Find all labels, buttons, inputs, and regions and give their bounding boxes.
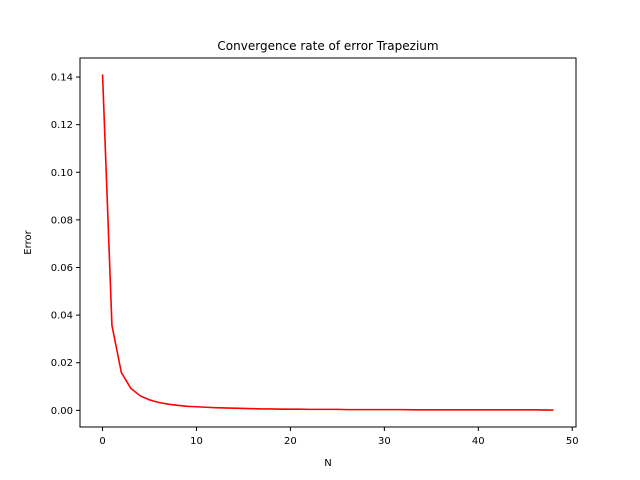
- x-tick-label: 20: [284, 436, 297, 447]
- y-tick-label: 0.04: [51, 311, 73, 322]
- plot-area: 0 10 20 30 40 50 0.00 0.02 0.04 0.06 0.08 0.10 0.12 0…: [51, 57, 579, 447]
- y-tick-label: 0.08: [51, 215, 73, 226]
- y-tick-label: 0.12: [51, 120, 73, 131]
- x-tick-label: 0: [99, 436, 105, 447]
- y-tick-label: 0.10: [51, 168, 73, 179]
- x-tick-label: 10: [190, 436, 203, 447]
- y-tick-label: 0.06: [51, 263, 73, 274]
- x-tick-label: 40: [472, 436, 485, 447]
- y-tick-label: 0.00: [51, 406, 73, 417]
- x-tick-label: 30: [378, 436, 391, 447]
- series-line: [101, 74, 554, 411]
- plot-frame: [79, 57, 577, 428]
- x-tick-label: 50: [566, 436, 579, 447]
- y-tick-label: 0.14: [51, 73, 73, 84]
- y-tick-label: 0.02: [51, 358, 73, 369]
- y-axis-label: Error: [23, 229, 34, 254]
- x-axis-label: N: [324, 458, 331, 469]
- chart-title: Convergence rate of error Trapezium: [217, 39, 438, 53]
